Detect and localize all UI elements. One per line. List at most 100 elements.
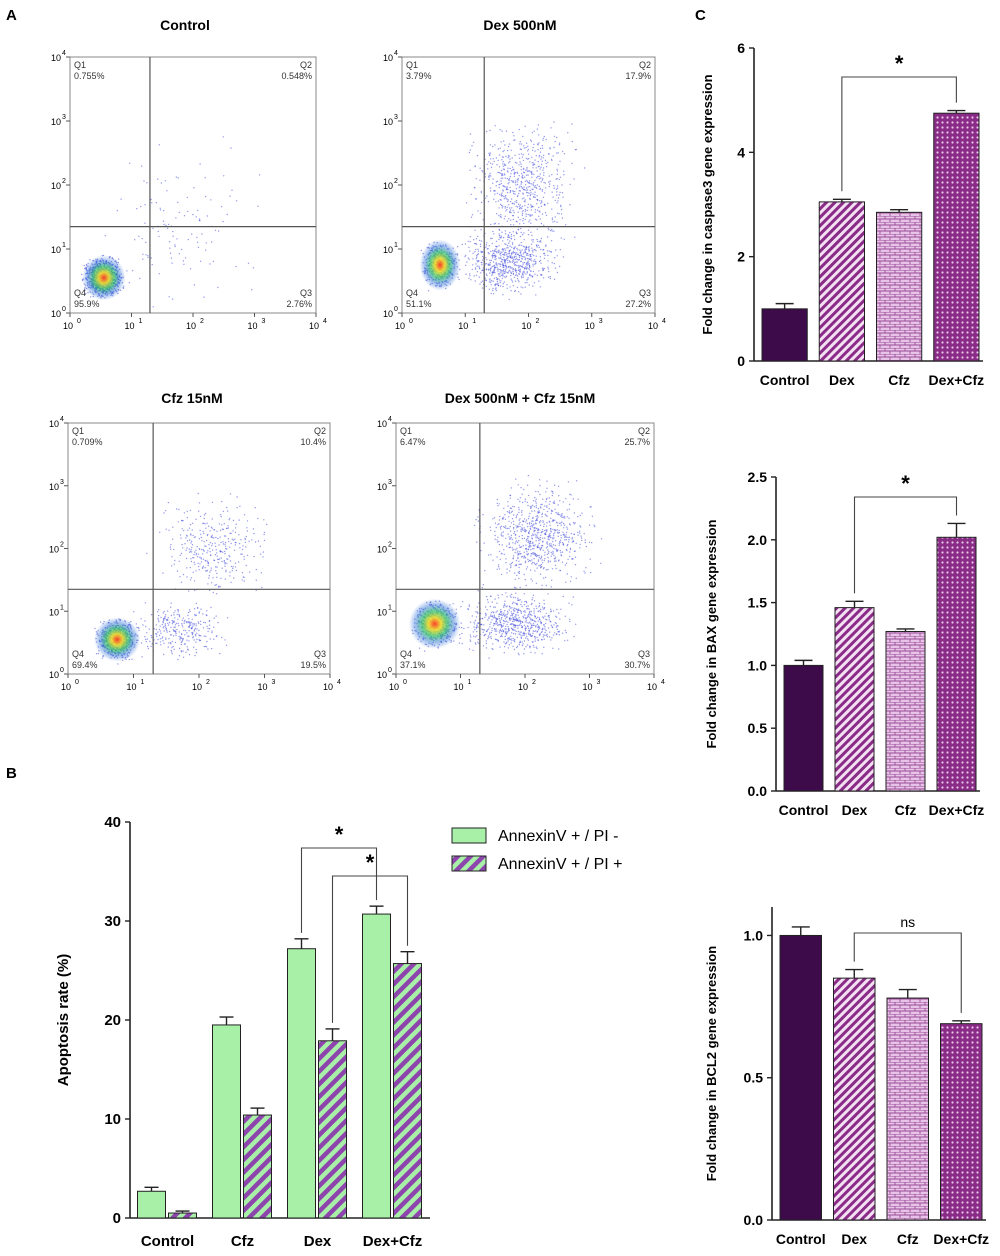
scatter-point — [495, 245, 497, 247]
scatter-point — [156, 642, 158, 644]
scatter-point — [513, 168, 515, 171]
scatter-point — [488, 176, 490, 178]
scatter-point — [495, 611, 497, 613]
scatter-point — [477, 261, 479, 263]
x-tick-exponent: 3 — [272, 679, 276, 686]
scatter-point — [509, 158, 511, 160]
scatter-point — [522, 245, 525, 248]
scatter-point — [498, 166, 501, 168]
scatter-point — [562, 150, 564, 153]
scatter-point — [216, 555, 218, 557]
scatter-point — [518, 244, 520, 247]
scatter-point — [527, 148, 530, 151]
scatter-point — [527, 186, 529, 188]
scatter-point — [548, 250, 550, 252]
scatter-point — [187, 626, 190, 628]
scatter-point — [501, 195, 504, 197]
scatter-point — [247, 262, 250, 264]
scatter-point — [157, 230, 159, 233]
scatter-point — [550, 127, 552, 129]
scatter-point — [519, 271, 521, 273]
scatter-point — [197, 246, 200, 248]
scatter-point — [539, 619, 541, 621]
scatter-point — [518, 273, 520, 275]
scatter-point — [202, 530, 204, 533]
scatter-point — [203, 645, 205, 648]
scatter-point — [560, 213, 563, 215]
scatter-point — [488, 657, 490, 659]
scatter-point — [181, 637, 183, 640]
scatter-point — [512, 180, 514, 182]
scatter-point — [511, 252, 513, 254]
scatter-point — [500, 182, 502, 185]
scatter-point — [206, 640, 208, 643]
scatter-point — [500, 623, 502, 625]
scatter-point — [532, 183, 534, 185]
scatter-point — [492, 293, 495, 295]
y-tick-exponent: 2 — [60, 542, 64, 549]
scatter-point — [190, 542, 192, 544]
scatter-point — [534, 209, 537, 211]
scatter-point — [472, 252, 474, 254]
scatter-point — [503, 606, 505, 608]
scatter-point — [221, 567, 223, 569]
scatter-point — [522, 643, 524, 645]
scatter-point — [504, 205, 506, 208]
scatter-point — [533, 254, 535, 257]
scatter-point — [189, 523, 192, 526]
scatter-point — [556, 136, 558, 139]
scatter-point — [475, 238, 478, 240]
quadrant-name: Q3 — [639, 288, 651, 298]
scatter-point — [540, 222, 543, 225]
scatter-point — [494, 190, 496, 192]
scatter-point — [515, 614, 517, 616]
scatter-point — [511, 614, 514, 617]
scatter-point — [501, 192, 503, 194]
y-tick-label: 10 — [51, 117, 61, 127]
scatter-point — [506, 187, 508, 190]
scatter-point — [544, 615, 546, 617]
scatter-point — [549, 275, 551, 278]
scatter-point — [475, 198, 477, 200]
y-tick-exponent: 3 — [394, 114, 398, 121]
scatter-point — [211, 543, 214, 545]
scatter-point — [229, 575, 231, 577]
scatter-point — [513, 252, 515, 254]
scatter-point — [499, 285, 502, 287]
scatter-point — [474, 280, 476, 282]
scatter-point — [488, 245, 490, 247]
scatter-point — [537, 175, 539, 178]
scatter-point — [185, 557, 188, 560]
scatter-point — [518, 255, 521, 257]
scatter-point — [488, 281, 491, 283]
scatter-point — [525, 174, 528, 176]
scatter-point — [500, 194, 503, 196]
y-tick-exponent: 3 — [60, 479, 64, 486]
scatter-point — [544, 182, 546, 184]
scatter-point — [572, 596, 574, 598]
scatter-point — [512, 269, 514, 271]
scatter-point — [145, 640, 147, 643]
scatter-point — [177, 201, 179, 204]
scatter-point — [171, 298, 174, 300]
scatter-point — [502, 614, 504, 617]
scatter-point — [206, 522, 208, 524]
scatter-point — [231, 570, 233, 572]
scatter-point — [158, 273, 160, 275]
scatter-point — [505, 130, 508, 132]
scatter-point — [512, 209, 514, 212]
scatter-point — [492, 182, 494, 184]
scatter-point — [538, 241, 541, 243]
scatter-point — [532, 285, 534, 287]
scatter-point — [499, 237, 502, 239]
scatter-point — [496, 280, 499, 283]
scatter-point — [559, 176, 562, 178]
scatter-point — [525, 605, 528, 608]
scatter-point — [533, 186, 536, 188]
scatter-point — [556, 271, 559, 274]
scatter-point — [182, 573, 185, 576]
scatter-point — [209, 571, 211, 573]
scatter-point — [217, 561, 219, 564]
scatter-point — [500, 169, 503, 172]
scatter-point — [500, 280, 502, 282]
